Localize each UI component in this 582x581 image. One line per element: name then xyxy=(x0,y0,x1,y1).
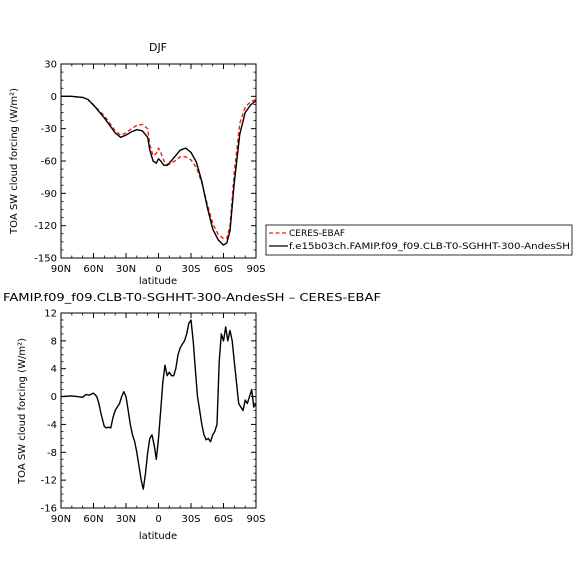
y-tick-label: 0 xyxy=(51,392,57,403)
x-tick-label: 30S xyxy=(181,514,200,525)
top-series xyxy=(61,95,257,246)
y-tick-label: -120 xyxy=(34,221,57,232)
legend: CERES-EBAF f.e15b03ch.FAMIP.f09_f09.CLB-… xyxy=(265,224,573,256)
series-line-0 xyxy=(61,95,257,240)
y-tick-label: 12 xyxy=(44,309,57,320)
top-chart: DJF TOA SW cloud forcing (W/m²) latitude… xyxy=(9,41,266,287)
y-tick-label: -16 xyxy=(41,504,57,515)
bottom-chart-title: FAMIP.f09_f09.CLB-T0-SGHHT-300-AndesSH –… xyxy=(3,291,381,304)
top-plot-frame xyxy=(60,63,257,259)
y-tick-label: -4 xyxy=(47,420,57,431)
x-tick-label: 0 xyxy=(155,264,161,275)
y-tick-label: -90 xyxy=(41,189,57,200)
x-tick-label: 60N xyxy=(83,514,103,525)
x-tick-label: 90S xyxy=(246,514,265,525)
bottom-chart: FAMIP.f09_f09.CLB-T0-SGHHT-300-AndesSH –… xyxy=(3,291,381,542)
y-tick-label: -30 xyxy=(41,124,57,135)
y-tick-label: -8 xyxy=(47,448,57,459)
series-line-0 xyxy=(60,319,257,490)
top-chart-title: DJF xyxy=(149,41,167,54)
legend-label-ceres: CERES-EBAF xyxy=(289,229,345,239)
y-tick-label: -60 xyxy=(41,157,57,168)
x-tick-label: 60S xyxy=(214,514,233,525)
bottom-plot-frame xyxy=(60,312,257,509)
y-tick-label: 4 xyxy=(51,364,57,375)
x-tick-label: 90N xyxy=(51,264,71,275)
x-tick-label: 90S xyxy=(246,264,265,275)
y-tick-label: -12 xyxy=(41,476,57,487)
top-chart-ylabel: TOA SW cloud forcing (W/m²) xyxy=(9,88,20,235)
x-tick-label: 0 xyxy=(155,514,161,525)
legend-label-model: f.e15b03ch.FAMIP.f09_f09.CLB-T0-SGHHT-30… xyxy=(289,242,570,252)
bottom-series xyxy=(60,319,257,490)
x-tick-label: 60N xyxy=(83,264,103,275)
x-tick-label: 90N xyxy=(51,514,71,525)
x-tick-label: 60S xyxy=(214,264,233,275)
y-tick-label: 0 xyxy=(51,92,57,103)
y-tick-label: -150 xyxy=(34,254,57,265)
bottom-chart-xlabel: latitude xyxy=(139,531,177,542)
y-tick-label: 8 xyxy=(51,336,57,347)
top-x-ticks: 90N 60N 30N 0 30S 60S 90S xyxy=(51,64,266,275)
x-tick-label: 30N xyxy=(116,264,136,275)
top-y-ticks: 30 0 -30 -60 -90 -120 -150 xyxy=(34,60,256,265)
series-line-1 xyxy=(61,95,257,246)
y-tick-label: 30 xyxy=(44,60,57,71)
top-chart-xlabel: latitude xyxy=(139,276,177,287)
bottom-x-ticks: 90N 60N 30N 0 30S 60S 90S xyxy=(51,313,266,525)
legend-box xyxy=(265,224,573,256)
x-tick-label: 30S xyxy=(181,264,200,275)
x-tick-label: 30N xyxy=(116,514,136,525)
bottom-chart-ylabel: TOA SW cloud forcing (W/m²) xyxy=(17,338,28,485)
